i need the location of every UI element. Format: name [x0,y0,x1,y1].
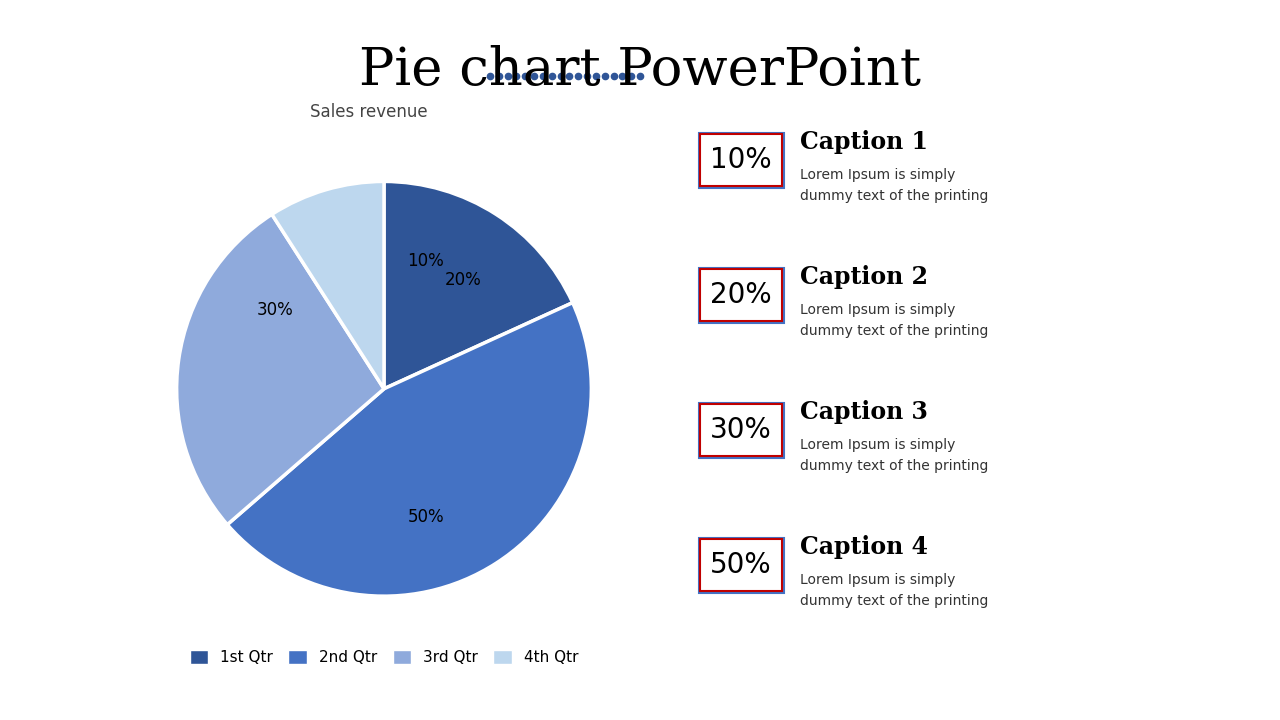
Text: 30%: 30% [256,300,293,318]
Wedge shape [228,302,591,596]
Bar [700,539,782,591]
Text: 10%: 10% [710,146,772,174]
Text: Lorem Ipsum is simply
dummy text of the printing: Lorem Ipsum is simply dummy text of the … [800,168,988,202]
Bar [699,402,783,457]
Bar [700,134,782,186]
Text: Lorem Ipsum is simply
dummy text of the printing: Lorem Ipsum is simply dummy text of the … [800,438,988,472]
Bar [699,268,783,323]
Text: 50%: 50% [710,551,772,579]
Text: 50%: 50% [407,508,444,526]
Text: Lorem Ipsum is simply
dummy text of the printing: Lorem Ipsum is simply dummy text of the … [800,303,988,338]
Wedge shape [384,181,572,389]
Text: Caption 2: Caption 2 [800,265,928,289]
Bar [700,404,782,456]
Bar [700,269,782,321]
Bar [699,132,783,187]
Text: Caption 4: Caption 4 [800,535,928,559]
Text: 20%: 20% [710,281,772,309]
Text: Lorem Ipsum is simply
dummy text of the printing: Lorem Ipsum is simply dummy text of the … [800,573,988,608]
Wedge shape [271,181,384,389]
Wedge shape [177,215,384,525]
Text: Caption 3: Caption 3 [800,400,928,424]
Text: Pie chart PowerPoint: Pie chart PowerPoint [358,45,922,96]
Text: Caption 1: Caption 1 [800,130,928,154]
Text: 30%: 30% [710,416,772,444]
Text: 20%: 20% [445,271,481,289]
Text: Sales revenue: Sales revenue [310,103,428,121]
Bar [699,538,783,593]
Legend: 1st Qtr, 2nd Qtr, 3rd Qtr, 4th Qtr: 1st Qtr, 2nd Qtr, 3rd Qtr, 4th Qtr [183,644,585,672]
Text: 10%: 10% [407,251,444,269]
